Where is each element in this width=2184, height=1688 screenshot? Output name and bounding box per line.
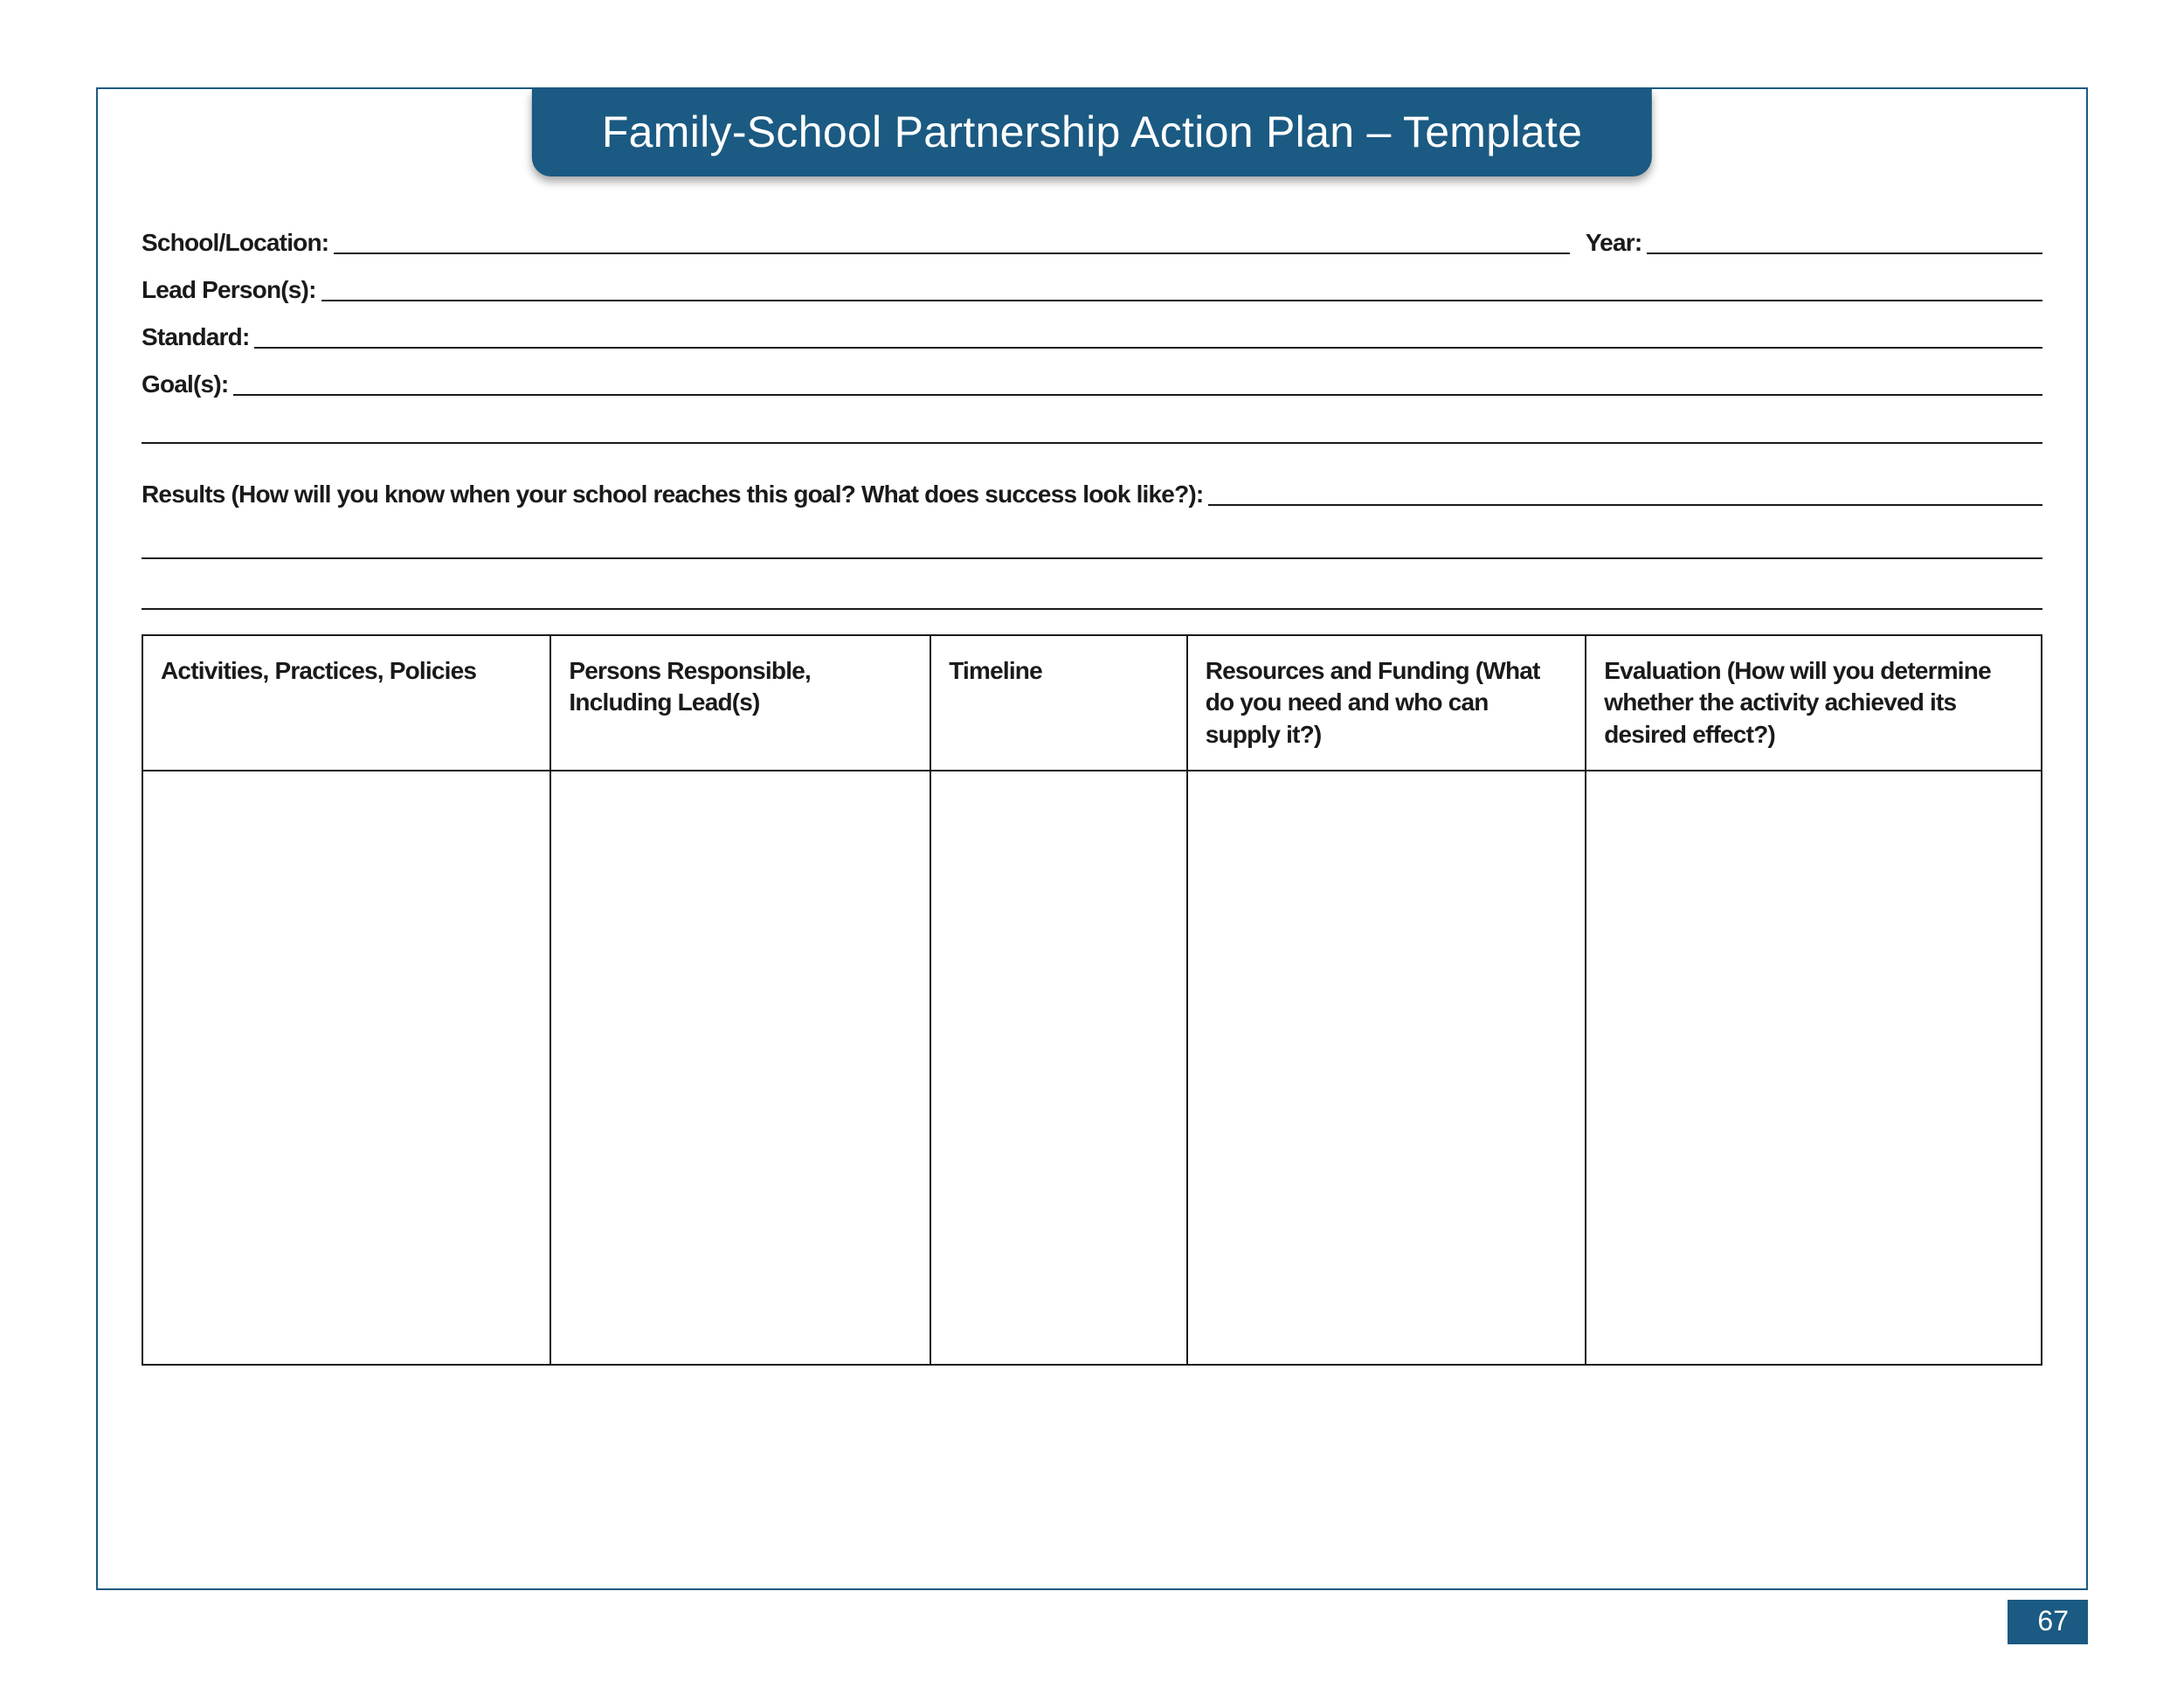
action-plan-table: Activities, Practices, Policies Persons …: [142, 634, 2042, 1366]
cell-activities[interactable]: [142, 771, 550, 1365]
page-frame: Family-School Partnership Action Plan – …: [96, 87, 2088, 1590]
row-results: Results (How will you know when your sch…: [142, 481, 2042, 508]
input-line-results-3[interactable]: [142, 584, 2042, 610]
cell-timeline[interactable]: [930, 771, 1186, 1365]
cell-evaluation[interactable]: [1586, 771, 2042, 1365]
row-school-year: School/Location: Year:: [142, 229, 2042, 257]
input-line-results-1[interactable]: [1208, 504, 2042, 506]
label-results: Results (How will you know when your sch…: [142, 481, 1208, 508]
input-line-goals-1[interactable]: [233, 394, 2042, 396]
page-number: 67: [2008, 1600, 2088, 1644]
label-lead-persons: Lead Person(s):: [142, 276, 321, 304]
col-header-timeline: Timeline: [930, 635, 1186, 771]
content-area: School/Location: Year: Lead Person(s): S…: [142, 229, 2042, 1562]
input-line-standard[interactable]: [254, 347, 2042, 349]
table-row: [142, 771, 2042, 1365]
col-header-evaluation: Evaluation (How will you determine wheth…: [1586, 635, 2042, 771]
input-line-results-2[interactable]: [142, 533, 2042, 559]
input-line-school-location[interactable]: [334, 253, 1570, 254]
col-header-activities: Activities, Practices, Policies: [142, 635, 550, 771]
input-line-goals-2[interactable]: [142, 418, 2042, 444]
row-standard: Standard:: [142, 323, 2042, 351]
col-header-resources: Resources and Funding (What do you need …: [1187, 635, 1586, 771]
input-line-lead-persons[interactable]: [321, 300, 2042, 301]
page-title: Family-School Partnership Action Plan – …: [602, 107, 1582, 156]
row-lead-persons: Lead Person(s):: [142, 276, 2042, 304]
table-header-row: Activities, Practices, Policies Persons …: [142, 635, 2042, 771]
cell-persons[interactable]: [550, 771, 930, 1365]
row-goals: Goal(s):: [142, 370, 2042, 398]
title-banner: Family-School Partnership Action Plan – …: [532, 89, 1652, 176]
label-school-location: School/Location:: [142, 229, 334, 257]
label-goals: Goal(s):: [142, 370, 233, 398]
label-standard: Standard:: [142, 323, 254, 351]
label-year: Year:: [1586, 229, 1648, 257]
cell-resources[interactable]: [1187, 771, 1586, 1365]
input-line-year[interactable]: [1647, 253, 2042, 254]
col-header-persons: Persons Responsible, Including Lead(s): [550, 635, 930, 771]
